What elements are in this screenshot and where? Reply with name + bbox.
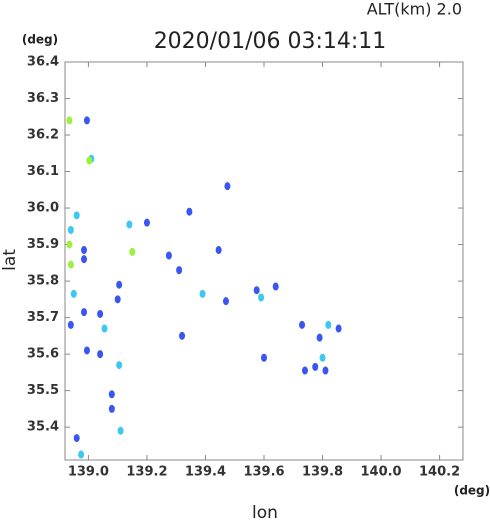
x-tick-label: 139.0 [68,465,109,480]
x-tick-label: 139.4 [185,465,226,480]
echo-point [108,404,115,413]
echo-point [258,293,265,302]
y-tick-label: 36.1 [27,164,59,179]
y-tick-label: 36.4 [27,55,59,70]
echo-point [322,366,329,375]
x-tick-label: 139.6 [243,465,284,480]
y-axis-label: lat [0,249,20,271]
echo-point [325,320,332,329]
echo-point [224,182,231,191]
y-tick-label: 36.3 [27,91,59,106]
plot-frame [64,61,464,461]
echo-point [101,324,108,333]
y-tick-label: 35.9 [27,237,59,252]
x-tick-label: 139.8 [302,465,343,480]
y-tick-label: 35.6 [27,347,59,362]
echo-point [222,297,229,306]
echo-point [67,260,74,269]
echo-point [179,331,186,340]
echo-point [335,324,342,333]
echo-point [116,361,123,370]
chart-subtitle: ALT(km) 2.0 [367,0,462,19]
echo-point [67,225,74,234]
y-tick-label: 35.4 [27,420,59,435]
y-tick-label: 35.5 [27,383,59,398]
y-tick-label: 36.2 [27,128,59,143]
x-tick-label: 139.2 [126,465,167,480]
echo-point [215,246,222,255]
y-unit: (deg) [22,33,58,47]
x-tick-label: 140.0 [360,465,401,480]
echo-point [165,251,172,260]
x-unit: (deg) [454,484,490,498]
echo-point [83,346,90,355]
echo-point [301,366,308,375]
x-tick-label: 140.2 [419,465,460,480]
echo-point [143,218,150,227]
echo-point [97,309,104,318]
y-tick-label: 35.7 [27,310,59,325]
echo-point [66,116,73,125]
echo-point [97,350,104,359]
echo-point [116,280,123,289]
echo-point [316,333,323,342]
x-axis-label: lon [252,503,278,521]
echo-point [261,353,267,362]
echo-point [81,246,88,255]
echo-point [186,207,193,216]
echo-point [83,116,90,125]
echo-point [117,426,124,435]
y-tick-label: 35.8 [27,274,59,289]
echo-point [129,247,136,256]
chart-title: 2020/01/06 03:14:11 [154,29,387,54]
echo-point [319,353,326,362]
echo-point [73,211,80,220]
echo-point [108,390,115,399]
echo-point [81,255,88,264]
y-tick-label: 36.0 [27,201,59,216]
echo-point [114,295,121,304]
echo-point [78,450,85,459]
echo-point [272,282,279,291]
echo-point [81,308,88,317]
echo-point [299,320,306,329]
echo-point [126,220,133,229]
echo-point [199,289,206,298]
echo-point [86,156,93,165]
echo-point [312,362,319,371]
echo-point [66,240,73,249]
echo-point [253,286,260,295]
echo-point [70,289,77,298]
echo-point [73,434,80,443]
echo-point [176,266,183,275]
echo-point [67,320,74,329]
